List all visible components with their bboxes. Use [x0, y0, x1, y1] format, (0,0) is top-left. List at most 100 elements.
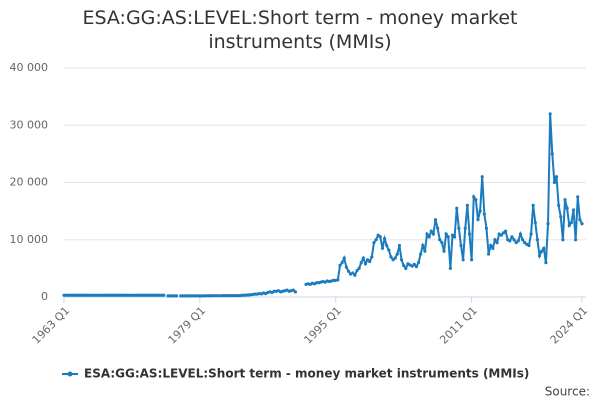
data-point [516, 239, 520, 243]
data-point [544, 261, 548, 265]
data-point [567, 223, 571, 228]
data-point [336, 278, 340, 282]
data-point [533, 220, 537, 225]
data-point [459, 243, 463, 248]
data-point [569, 220, 573, 225]
data-point [416, 261, 421, 265]
data-point [561, 238, 565, 242]
data-point [501, 231, 506, 235]
data-point [484, 226, 489, 230]
data-point [357, 266, 361, 270]
data-point [372, 241, 376, 245]
data-point [508, 239, 512, 243]
data-point [387, 248, 391, 252]
data-point [510, 235, 514, 239]
series-line [305, 113, 583, 286]
data-point [359, 261, 363, 265]
data-point [571, 208, 576, 212]
data-point [453, 235, 457, 239]
data-point [457, 226, 461, 230]
legend-label: ESA:GG:AS:LEVEL:Short term - money marke… [84, 367, 529, 381]
data-point [395, 252, 399, 256]
data-point [463, 226, 467, 230]
data-point [353, 273, 357, 277]
data-point [389, 255, 393, 259]
data-point [489, 243, 493, 248]
data-point [436, 226, 440, 230]
data-point [419, 252, 423, 256]
data-point [486, 252, 491, 256]
x-tick-label: 1995 Q1 [301, 304, 344, 347]
data-point [446, 235, 450, 239]
y-tick-label: 10 000 [10, 233, 49, 246]
legend-marker [67, 371, 73, 377]
data-point [578, 218, 582, 222]
data-point [476, 218, 480, 222]
data-point [580, 222, 584, 226]
data-point [576, 195, 580, 199]
data-point [380, 246, 385, 250]
data-point [382, 237, 387, 241]
data-point [537, 254, 542, 258]
data-point [374, 238, 378, 242]
data-point [472, 195, 476, 199]
data-point [393, 256, 397, 260]
data-point [412, 262, 416, 266]
data-point [293, 290, 298, 294]
data-point [355, 269, 359, 273]
data-point [291, 288, 295, 292]
data-point [531, 203, 535, 207]
data-point [540, 249, 544, 253]
data-point [559, 215, 563, 219]
data-point [378, 235, 382, 239]
data-point [363, 262, 368, 266]
data-point [523, 241, 527, 245]
data-point [493, 238, 497, 242]
data-point [391, 258, 395, 262]
data-point [427, 235, 431, 239]
data-point [474, 198, 478, 202]
data-point [340, 261, 344, 265]
data-point [404, 266, 408, 270]
data-point [514, 241, 518, 245]
data-point [563, 198, 567, 202]
data-point [482, 212, 486, 216]
data-point [542, 246, 546, 250]
y-tick-label: 40 000 [10, 61, 49, 74]
data-point [162, 293, 166, 297]
data-point [546, 222, 550, 226]
data-point [442, 249, 446, 253]
x-tick-label: 2011 Q1 [437, 304, 480, 347]
data-point [440, 241, 444, 245]
data-point [529, 232, 533, 236]
data-point [423, 249, 427, 253]
data-point [365, 258, 370, 262]
x-tick-label: 1979 Q1 [166, 304, 209, 347]
data-point [554, 175, 559, 179]
data-point [550, 152, 554, 156]
data-point [346, 269, 351, 273]
data-point [455, 206, 459, 210]
data-point [499, 233, 503, 237]
source-label: Source: [545, 385, 590, 399]
data-point [438, 238, 442, 242]
data-point [461, 258, 465, 262]
y-tick-label: 20 000 [10, 176, 49, 189]
data-point [429, 229, 433, 233]
data-point [467, 232, 472, 236]
data-point [552, 180, 557, 185]
data-point [527, 243, 531, 248]
data-point [433, 218, 438, 222]
x-tick-label: 1963 Q1 [30, 304, 73, 347]
data-point [557, 203, 561, 207]
y-tick-label: 30 000 [10, 118, 49, 131]
data-point [342, 256, 346, 260]
data-point [368, 259, 372, 264]
data-point [565, 206, 569, 210]
data-point [444, 232, 448, 236]
data-point [450, 233, 455, 237]
data-point [470, 258, 474, 262]
data-point [344, 265, 348, 269]
data-point [361, 256, 365, 260]
